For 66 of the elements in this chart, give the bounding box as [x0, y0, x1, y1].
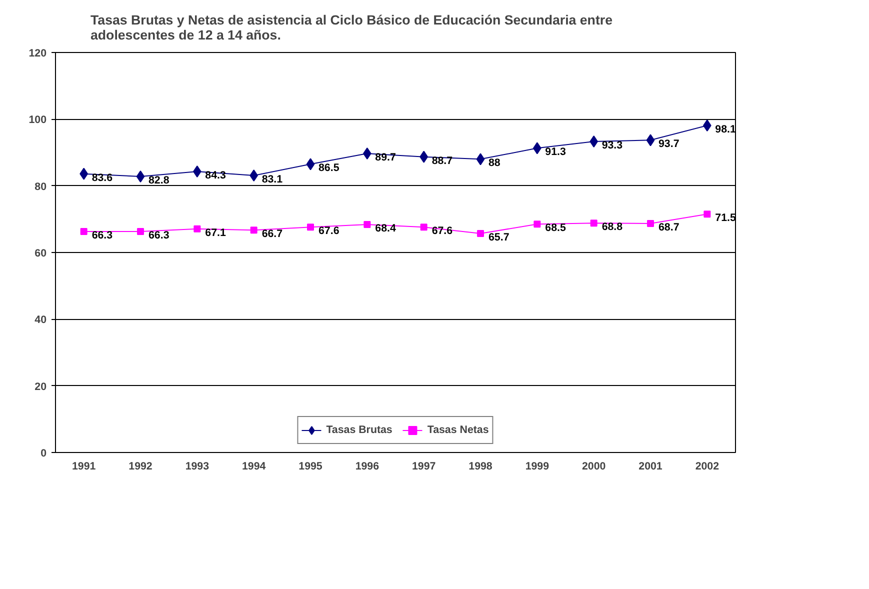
y-tick-label: 60: [34, 248, 47, 260]
data-label: 91.3: [545, 146, 566, 158]
point: [646, 134, 655, 146]
data-label: 98.1: [715, 124, 736, 136]
x-tick-label: 1996: [355, 460, 380, 472]
data-label: 66.7: [262, 228, 283, 240]
point: [534, 220, 541, 228]
x-tick-label: 2001: [638, 460, 662, 472]
point: [306, 158, 315, 170]
data-label: 86.5: [318, 162, 340, 174]
y-tick-label: 80: [34, 180, 47, 193]
data-label: 93.7: [658, 138, 680, 150]
data-label: 88.7: [432, 154, 453, 167]
data-label: 66.3: [92, 230, 113, 242]
data-label: 67.6: [318, 225, 340, 238]
point: [307, 224, 314, 231]
point: [590, 136, 598, 148]
x-tick-label: 1995: [298, 460, 322, 472]
x-tick-label: 1998: [468, 460, 492, 472]
point: [703, 120, 712, 132]
x-tick-label: 1991: [72, 460, 96, 472]
point: [476, 153, 485, 166]
point: [363, 148, 372, 160]
y-tick-label: 0: [40, 448, 47, 460]
x-tick-label: 1997: [412, 460, 436, 472]
x-tick-label: 1993: [185, 460, 210, 472]
x-tick-label: 2002: [695, 460, 720, 472]
point: [193, 166, 202, 178]
data-label: 68.5: [545, 222, 566, 234]
point: [364, 221, 371, 228]
data-label: 68.4: [375, 222, 396, 234]
point: [250, 170, 258, 182]
chart-title: Tasas Brutas y Netas de asistencia al Ciclo Básico de Educación Secundaria entre adolescentes de 12 a 14 años.: [90, 12, 612, 42]
y-tick-label: 40: [34, 314, 47, 326]
legend-label: Tasas Netas: [427, 424, 489, 436]
point: [647, 220, 654, 227]
data-label: 68.8: [602, 221, 623, 234]
point: [137, 228, 144, 235]
data-label: 83.1: [262, 174, 283, 186]
data-label: 83.6: [92, 172, 113, 184]
point: [590, 220, 598, 227]
point: [420, 224, 428, 231]
data-label: 66.3: [148, 230, 170, 242]
y-tick-label: 100: [28, 114, 47, 126]
data-label: 82.8: [148, 174, 170, 186]
x-tick-label: 2000: [582, 460, 606, 472]
y-tick-label: 20: [34, 380, 47, 393]
data-label: 68.7: [658, 222, 680, 234]
x-tick-label: 1994: [242, 460, 266, 472]
data-label: 84.3: [205, 170, 226, 182]
point: [80, 228, 88, 235]
data-label: 67.1: [205, 226, 226, 239]
data-label: 71.5: [715, 212, 736, 224]
x-tick-label: 1992: [128, 460, 152, 472]
data-label: 65.7: [488, 232, 510, 244]
point: [704, 210, 711, 218]
legend-label: Tasas Brutas: [326, 424, 392, 436]
point: [136, 170, 145, 182]
point: [194, 225, 201, 232]
data-label: 89.7: [375, 152, 396, 164]
data-label: 88: [488, 157, 500, 170]
point: [477, 230, 484, 237]
point: [250, 226, 258, 234]
x-tick-label: 1999: [525, 460, 550, 472]
y-tick-label: 120: [28, 48, 47, 60]
data-label: 93.3: [602, 140, 623, 152]
